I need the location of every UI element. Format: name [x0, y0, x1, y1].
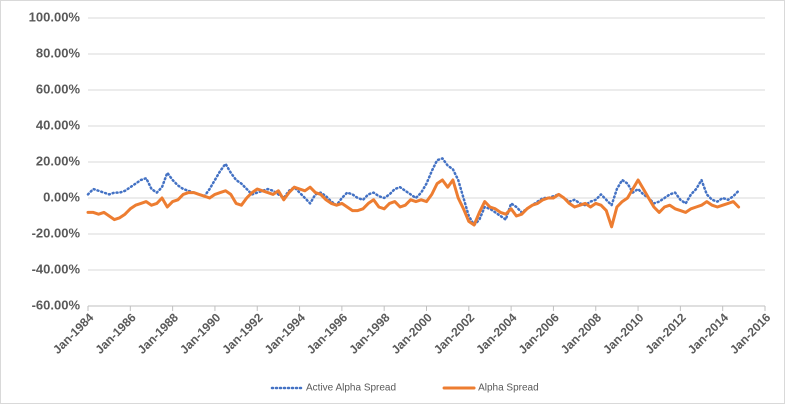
- y-tick-label: 40.00%: [36, 117, 81, 132]
- y-tick-label: 100.00%: [29, 9, 81, 24]
- y-tick-label: 80.00%: [36, 45, 81, 60]
- y-tick-label: 60.00%: [36, 81, 81, 96]
- y-tick-label: -60.00%: [32, 297, 81, 312]
- y-tick-label: -20.00%: [32, 225, 81, 240]
- y-tick-label: 0.00%: [43, 189, 80, 204]
- y-tick-label: 20.00%: [36, 153, 81, 168]
- series-line: [86, 178, 741, 229]
- y-tick-label: -40.00%: [32, 261, 81, 276]
- legend-label: Alpha Spread: [478, 383, 539, 394]
- legend-label: Active Alpha Spread: [306, 383, 396, 394]
